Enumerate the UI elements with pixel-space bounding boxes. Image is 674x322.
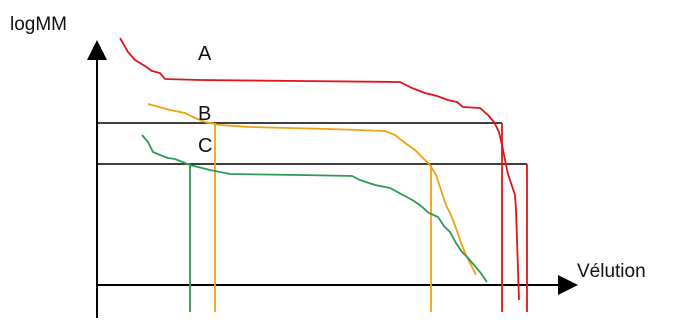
y-axis-label: logMM bbox=[10, 14, 67, 35]
curve-c-label: C bbox=[198, 135, 212, 157]
curve-b-label: B bbox=[198, 103, 211, 125]
curve-a-label: A bbox=[198, 43, 212, 65]
curve-b bbox=[147, 103, 477, 276]
y-axis-arrowhead bbox=[87, 40, 107, 60]
curve-c bbox=[141, 134, 488, 283]
curve-a bbox=[119, 37, 520, 301]
x-axis-arrowhead bbox=[558, 275, 578, 295]
x-axis-label: Vélution bbox=[577, 261, 646, 282]
